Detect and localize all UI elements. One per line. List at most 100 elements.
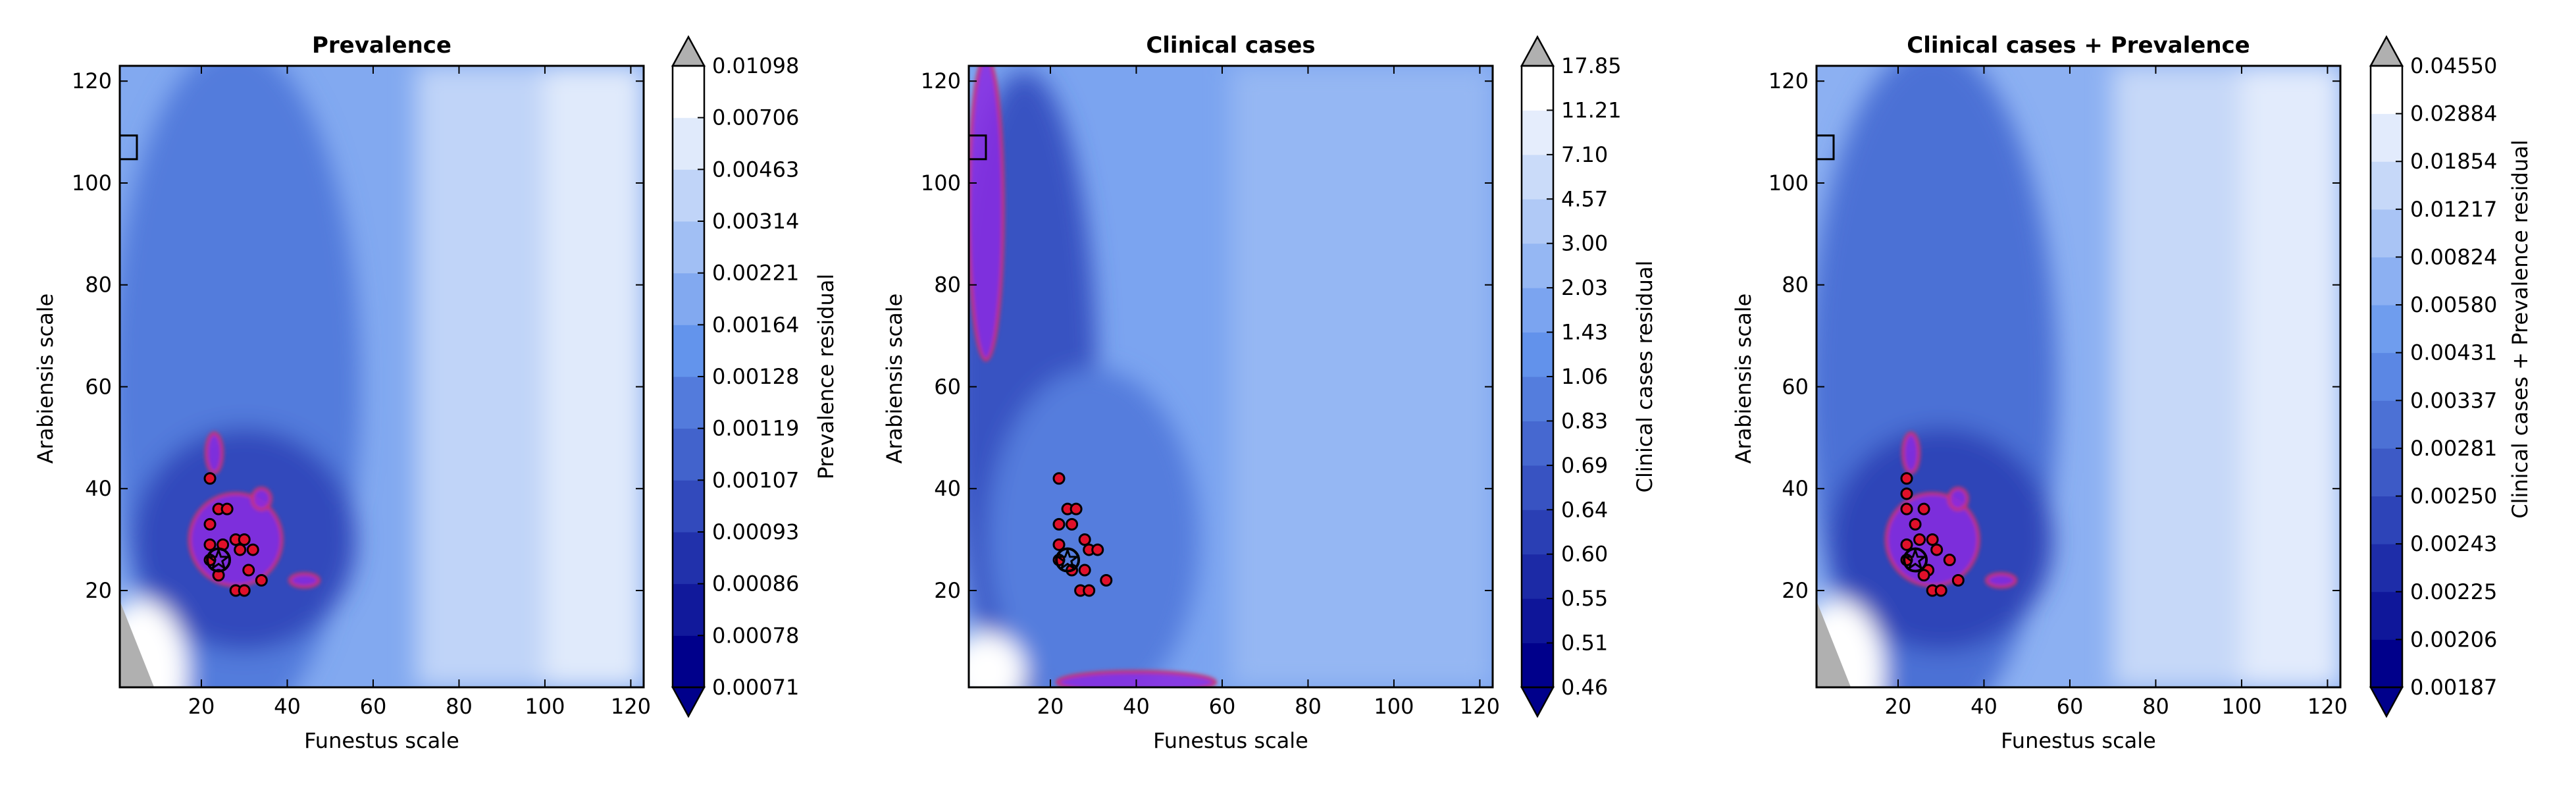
colorbar-segment — [673, 428, 704, 481]
colorbar-segment — [1522, 554, 1553, 599]
colorbar-segment — [1522, 332, 1553, 377]
colorbar-tick-label: 0.00119 — [712, 416, 799, 441]
panel-title: Clinical cases + Prevalence — [1907, 32, 2250, 59]
contour-region — [544, 66, 644, 687]
sample-point — [1078, 533, 1091, 546]
axes-frame — [1815, 65, 2342, 689]
colorbar-tick-label: 0.00431 — [2410, 340, 2497, 365]
colorbar-segment — [1522, 288, 1553, 333]
colorbar-segment — [2371, 66, 2402, 115]
axis-ticks: 20 40 60 80 100 120 20 40 60 80 100 120 — [72, 66, 651, 719]
colorbar-tick-label: 0.00093 — [712, 519, 799, 544]
y-tick-label: 20 — [1782, 578, 1809, 603]
x-axis-label: Funestus scale — [1153, 728, 1308, 753]
colorbar-tick-label: 0.00225 — [2410, 579, 2497, 604]
sample-point — [238, 533, 251, 546]
best-fit-star — [206, 547, 231, 571]
panel-prevalence: Prevalence 20 40 60 80 100 12020406080100120 … — [33, 32, 838, 753]
colorbar-tick-label: 2.03 — [1561, 275, 1608, 300]
colorbar-label: Clinical cases residual — [1632, 261, 1657, 493]
colorbar-label: Clinical cases + Prevalence residual — [2508, 140, 2533, 518]
sample-point — [246, 543, 259, 556]
colorbar-segment — [1522, 465, 1553, 510]
sample-point — [1917, 502, 1930, 515]
sample-point — [1930, 543, 1944, 556]
colorbar-tick-label: 0.60 — [1561, 542, 1608, 567]
sample-point — [255, 574, 268, 587]
colorbar-segment — [2371, 496, 2402, 544]
y-tick-label: 40 — [934, 476, 961, 501]
colorbar-segment — [673, 583, 704, 636]
axes-frame — [967, 65, 1494, 689]
colorbar-segment — [2371, 209, 2402, 257]
heatmap-plot — [967, 65, 1494, 689]
axes-frame — [118, 65, 645, 689]
sample-point — [1052, 538, 1066, 551]
colorbar-extend-under — [1520, 686, 1555, 718]
x-tick-label: 100 — [525, 694, 565, 719]
x-tick-label: 100 — [1374, 694, 1414, 719]
colorbar-segment — [673, 635, 704, 688]
colorbar-tick-label: 11.21 — [1561, 97, 1622, 122]
over-range-region — [120, 600, 155, 687]
colorbar-segment — [673, 532, 704, 585]
colorbar-extend-over — [1520, 35, 1555, 67]
best-fit-star — [1055, 547, 1080, 571]
sample-point — [1091, 543, 1104, 556]
colorbar-segment — [673, 480, 704, 533]
heatmap-field — [969, 66, 1493, 687]
colorbar-segment — [1522, 243, 1553, 288]
colorbar-segment — [1522, 377, 1553, 421]
hotspot-region — [288, 572, 321, 589]
sample-point — [1934, 584, 1947, 597]
sample-point — [1900, 502, 1913, 515]
axis-ticks: 20 40 60 80 100 120 20 40 60 80 100 120 — [921, 66, 1500, 719]
sample-point — [238, 584, 251, 597]
colorbar-tick-label: 1.43 — [1561, 320, 1608, 345]
x-tick-label: 60 — [1209, 694, 1236, 719]
y-tick-label: 100 — [72, 171, 112, 196]
colorbar-tick-label: 0.00580 — [2410, 292, 2497, 317]
colorbar-segment — [673, 221, 704, 274]
colorbar-segment — [1522, 598, 1553, 644]
colorbar-tick-label: 0.00463 — [712, 157, 799, 182]
colorbar-segment — [1522, 643, 1553, 688]
colorbar-segment — [673, 273, 704, 325]
colorbar-segment — [2371, 591, 2402, 640]
colorbar-segment — [1522, 66, 1553, 111]
heatmap-plot — [1815, 65, 2342, 689]
colorbar-tick-label: 0.01217 — [2410, 197, 2497, 222]
y-tick-label: 60 — [934, 374, 961, 399]
y-tick-label: 60 — [85, 374, 112, 399]
panel-clinical-cases-plus-prevalence: Clinical cases + Prevalence 20 40 60 80 100 1… — [1731, 32, 2533, 753]
sample-point — [1943, 554, 1956, 567]
colorbar-segment — [673, 117, 704, 170]
colorbar-segment — [673, 169, 704, 222]
axis-ticks: 20 40 60 80 100 120 20 40 60 80 100 120 — [1768, 66, 2348, 719]
colorbar-extend-under — [671, 686, 706, 718]
x-tick-label: 120 — [2307, 694, 2348, 719]
colorbar-tick-label: 0.55 — [1561, 586, 1608, 611]
sample-point — [1926, 533, 1939, 546]
sample-point — [1066, 517, 1079, 531]
hotspot-region — [1985, 572, 2018, 589]
field-contours — [1816, 66, 2340, 687]
sample-point — [1900, 472, 1913, 485]
sample-point — [242, 564, 255, 577]
panel-clinical-cases: Clinical cases 20 40 60 80 100 120 20 40 60 80 100… — [882, 32, 1657, 753]
heatmap-plot — [118, 65, 645, 689]
contour-region — [1231, 66, 1493, 687]
x-tick-label: 20 — [188, 694, 215, 719]
y-tick-label: 100 — [921, 171, 961, 196]
colorbar-tick-label: 0.01098 — [712, 53, 799, 78]
panel-title: Clinical cases — [1146, 32, 1315, 59]
y-tick-label: 40 — [85, 476, 112, 501]
colorbar-segment — [2371, 544, 2402, 592]
colorbar-tick-label: 0.00281 — [2410, 436, 2497, 461]
colorbar-tick-label: 0.69 — [1561, 453, 1608, 478]
y-tick-label: 80 — [85, 273, 112, 298]
colorbar-segment — [2371, 113, 2402, 162]
field-contours — [120, 66, 644, 687]
x-tick-label: 120 — [611, 694, 651, 719]
